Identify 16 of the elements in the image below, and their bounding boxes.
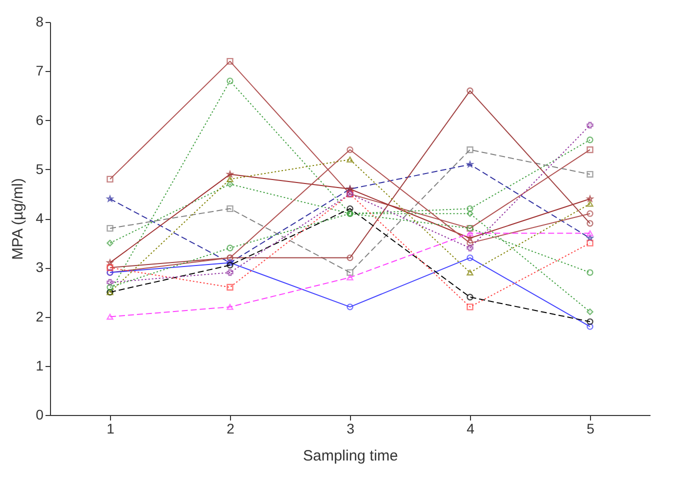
x-tick-label: 4	[466, 420, 475, 436]
y-tick-label: 3	[36, 259, 44, 276]
y-tick-label: 5	[36, 160, 44, 177]
x-tick-label: 1	[106, 420, 115, 436]
x-axis-title: Sampling time	[302, 448, 398, 464]
y-axis-title: MPA (µg/ml)	[10, 178, 27, 260]
y-tick-label: 0	[36, 406, 44, 422]
x-tick-label: 5	[586, 420, 595, 436]
y-tick-label: 2	[36, 308, 44, 324]
y-tick-label: 7	[36, 62, 44, 79]
x-tick-label: 3	[346, 420, 355, 436]
y-tick-label: 8	[36, 14, 44, 30]
y-tick-label: 6	[36, 112, 44, 128]
y-tick-label: 1	[36, 357, 44, 374]
y-tick-label: 4	[36, 210, 44, 226]
x-tick-label: 2	[226, 420, 235, 436]
